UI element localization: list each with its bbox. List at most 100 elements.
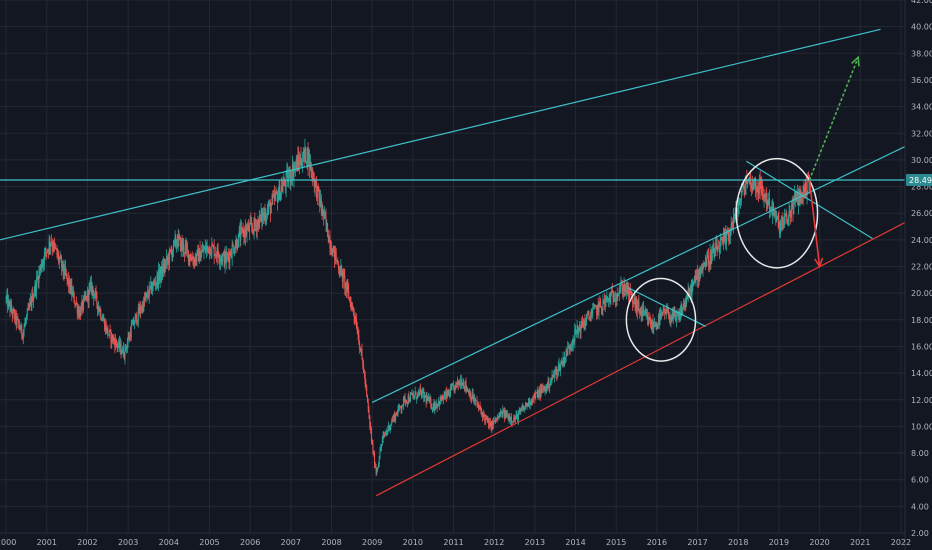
candle-body	[169, 249, 171, 264]
candle-body	[520, 409, 522, 412]
candle-body	[668, 309, 670, 317]
consolidation-circle-2019[interactable]	[735, 157, 819, 269]
candle-body	[384, 434, 386, 435]
candle-body	[647, 318, 649, 324]
candle-body	[453, 385, 455, 387]
candle-body	[129, 333, 131, 338]
candle-body	[571, 344, 573, 347]
candle-body	[780, 220, 782, 223]
candle-body	[560, 363, 562, 371]
candle-body	[162, 264, 164, 277]
candle-body	[132, 319, 134, 324]
candle-body	[157, 274, 159, 285]
candle-body	[177, 235, 179, 247]
candle-body	[359, 348, 361, 351]
candle-body	[338, 270, 340, 273]
candle-body	[615, 298, 617, 300]
candle-body	[363, 365, 365, 373]
support-line[interactable]	[375, 221, 906, 497]
candle-body	[794, 193, 796, 200]
candle-body	[700, 267, 702, 270]
x-tick-label: 2012	[484, 538, 504, 547]
candle-body	[315, 180, 317, 182]
candle-body	[453, 386, 455, 392]
candle-body	[165, 256, 167, 263]
candle-body	[808, 174, 810, 178]
bullish-arrow[interactable]	[808, 55, 860, 181]
candle-body	[366, 394, 368, 403]
candle-body	[486, 417, 488, 421]
candle-body	[559, 363, 561, 371]
candle-body	[298, 161, 300, 166]
candle-body	[9, 302, 11, 312]
candle-body	[428, 397, 430, 401]
candle-body	[295, 165, 297, 167]
upper-trendline[interactable]	[0, 28, 881, 241]
candle-body	[450, 387, 452, 390]
candle-body	[645, 312, 647, 317]
candle-body	[340, 267, 342, 276]
x-tick-label: 2006	[240, 538, 260, 547]
candle-body	[279, 184, 281, 201]
candle-body	[122, 347, 124, 357]
candle-body	[594, 304, 596, 307]
candle-body	[59, 256, 61, 260]
candle-body	[741, 191, 743, 192]
candle-body	[26, 309, 28, 317]
candle-body	[337, 260, 339, 265]
candle-body	[611, 290, 613, 294]
candle-body	[616, 294, 618, 300]
time-axis[interactable]: 2000 2001 2002 2003 2004 2005 2006 2007 2008 2009…	[0, 532, 911, 547]
candle-body	[711, 252, 713, 255]
bearish-arrow[interactable]	[808, 179, 824, 269]
candle-body	[756, 189, 758, 192]
candle-body	[320, 199, 322, 207]
y-tick-label: 16.00	[911, 342, 932, 351]
candle-body	[101, 320, 103, 322]
candle-body	[15, 312, 17, 325]
price-axis[interactable]: 2.00 4.00 6.00 8.00 10.00 12.00 14.00 16.00 18.0…	[904, 0, 932, 550]
candle-body	[740, 191, 742, 200]
consolidation-line-2015[interactable]	[628, 287, 706, 327]
candle-body	[78, 309, 80, 317]
candle-body	[194, 256, 196, 264]
candle-body	[499, 414, 501, 417]
candle-body	[770, 206, 772, 209]
candle-body	[120, 343, 122, 354]
candle-body	[567, 347, 569, 356]
candle-body	[147, 292, 149, 296]
consolidation-line-2018[interactable]	[746, 160, 873, 240]
candle-body	[659, 313, 661, 325]
candle-body	[600, 300, 602, 307]
candle-body	[323, 209, 325, 218]
channel-top-line[interactable]	[371, 146, 906, 403]
candle-body	[356, 328, 358, 333]
candle-body	[220, 257, 222, 260]
candle-body	[184, 246, 186, 254]
candle-body	[438, 400, 440, 406]
candle-body	[128, 337, 130, 340]
candle-body	[323, 212, 325, 218]
annotations[interactable]	[0, 28, 906, 497]
candle-body	[667, 309, 669, 313]
candle-body	[589, 317, 591, 321]
candle-body	[502, 410, 504, 417]
candle-body	[377, 463, 379, 468]
candle-body	[551, 375, 553, 380]
candle-body	[224, 252, 226, 266]
candle-body	[342, 272, 344, 282]
consolidation-circle-2016[interactable]	[625, 277, 697, 362]
candle-body	[64, 266, 66, 276]
candle-body	[198, 248, 200, 262]
candle-body	[650, 319, 652, 326]
candle-body	[662, 309, 664, 316]
candle-body	[153, 282, 155, 284]
candle-body	[533, 395, 535, 397]
candle-body	[204, 246, 206, 250]
candle-body	[162, 264, 164, 272]
candle-body	[675, 315, 677, 321]
candle-body	[172, 251, 174, 258]
candle-body	[602, 300, 604, 311]
